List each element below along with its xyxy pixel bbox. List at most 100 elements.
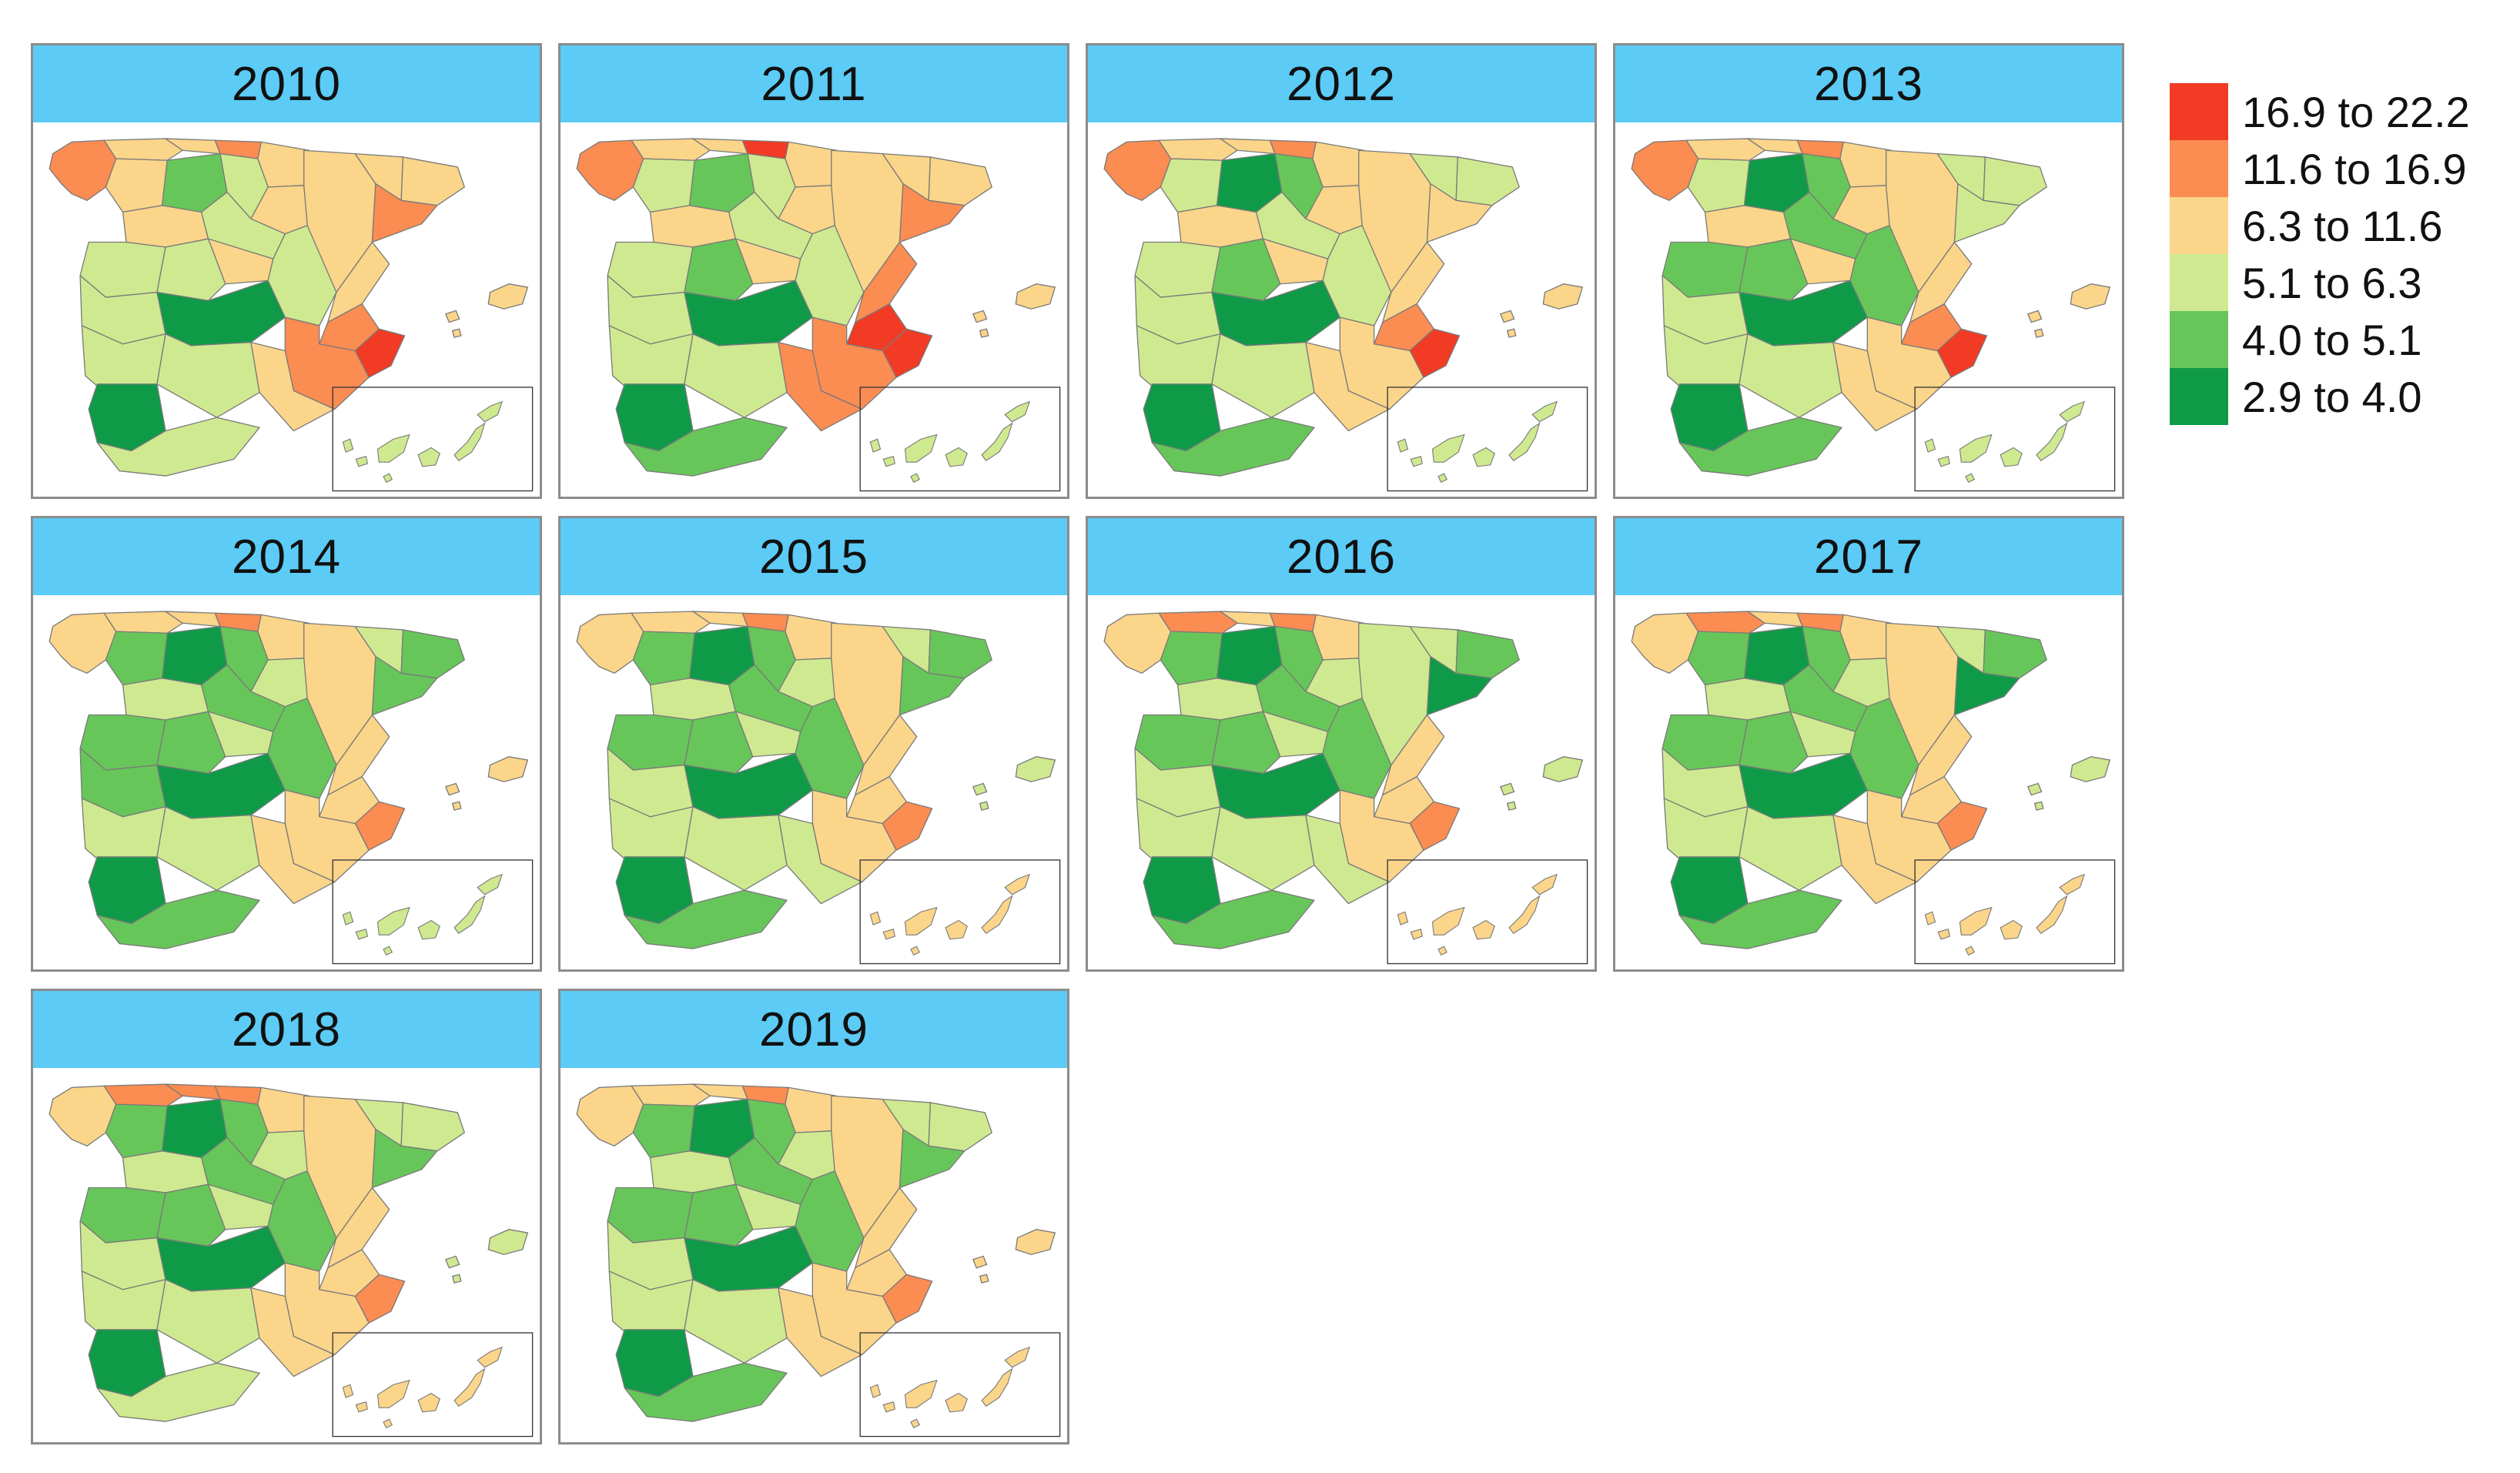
panel-strip: 2016	[1088, 518, 1595, 595]
panel-year-label: 2015	[759, 530, 868, 584]
province-galicia	[576, 139, 644, 201]
canary-islands-inset-frame	[859, 859, 1061, 965]
map-panel-2016: 2016	[1086, 516, 1597, 972]
panel-strip: 2013	[1615, 45, 2122, 122]
province-andalusia_e	[778, 814, 863, 905]
province-andalusia_c	[1739, 806, 1842, 891]
province-lamancha_w	[1739, 238, 1809, 302]
province-catalonia_coast	[899, 182, 965, 243]
province-canaries-west	[417, 447, 440, 467]
province-galicia	[1103, 612, 1172, 674]
province-canaries-east	[2059, 873, 2086, 896]
province-canaries-west	[376, 906, 410, 936]
province-galicia	[1103, 139, 1172, 201]
province-andalusia_c	[1739, 333, 1842, 418]
province-canaries-west	[383, 946, 393, 956]
province-canaries-west	[882, 1401, 895, 1413]
province-andalusia_e	[1305, 341, 1391, 432]
province-cadiz	[1678, 417, 1842, 477]
province-baleares	[451, 328, 462, 338]
choropleth-map	[1088, 595, 1595, 969]
province-andalusia_c	[1211, 333, 1315, 418]
province-canaries-west	[383, 473, 393, 484]
province-canaries-east	[477, 873, 504, 896]
province-baleares	[979, 328, 989, 338]
province-baleares	[1015, 283, 1056, 310]
legend-label: 4.0 to 5.1	[2242, 315, 2422, 364]
province-galicia	[1631, 139, 1699, 201]
panel-year-label: 2016	[1287, 530, 1396, 584]
province-canaries-west	[945, 447, 968, 467]
province-catalonia_coast	[1426, 182, 1493, 243]
province-catalonia_e	[928, 629, 992, 679]
province-baleares	[972, 1255, 988, 1269]
province-baleares	[1506, 801, 1517, 811]
province-baleares	[444, 1255, 460, 1269]
spain-map-svg	[1103, 138, 1588, 492]
panel-strip: 2014	[33, 518, 540, 595]
province-leon_w	[1687, 631, 1750, 686]
province-cadiz	[96, 417, 260, 477]
province-cadiz	[1678, 889, 1842, 949]
province-lamancha_w	[684, 238, 754, 302]
province-cadiz	[624, 889, 788, 949]
province-canaries-west	[2000, 919, 2023, 940]
province-asturias	[631, 611, 711, 634]
province-catalonia_e	[400, 156, 465, 206]
province-baleares	[444, 310, 460, 323]
province-lamancha_w	[1211, 711, 1281, 775]
panel-year-label: 2012	[1287, 57, 1396, 111]
province-canaries-west	[383, 1418, 393, 1429]
panel-year-label: 2019	[759, 1003, 868, 1056]
province-galicia	[576, 1085, 644, 1147]
province-baleares	[2033, 801, 2044, 811]
province-baleares	[1506, 328, 1517, 338]
choropleth-map	[1615, 122, 2122, 497]
province-canaries-east	[2059, 400, 2086, 423]
province-valencia_n	[1382, 241, 1445, 323]
province-canaries-west	[1937, 455, 1950, 467]
province-valencia_n	[1909, 714, 1973, 796]
canary-islands-inset-frame	[332, 1332, 534, 1438]
map-panel-2010: 2010	[31, 43, 542, 499]
province-canaries-west	[1397, 911, 1409, 926]
province-baleares	[487, 1229, 529, 1255]
province-galicia	[49, 139, 117, 201]
province-catalonia_e	[400, 1102, 465, 1152]
legend-item: 2.9 to 4.0	[2170, 368, 2470, 425]
province-catalonia_coast	[371, 1128, 438, 1189]
province-canaries-east	[1004, 873, 1031, 896]
province-canaries-east	[1531, 873, 1558, 896]
province-baleares	[1015, 1229, 1056, 1255]
legend-item: 11.6 to 16.9	[2170, 140, 2470, 197]
province-lamancha_w	[684, 1183, 754, 1247]
province-lamancha_w	[684, 711, 754, 775]
province-baleares	[1015, 756, 1056, 782]
province-leon_w	[105, 158, 168, 213]
province-cadiz	[624, 417, 788, 477]
province-canaries-west	[1924, 438, 1936, 453]
province-andalusia_c	[156, 1279, 260, 1364]
legend-label: 6.3 to 11.6	[2242, 201, 2443, 250]
legend-label: 11.6 to 16.9	[2242, 144, 2467, 193]
province-andalusia_c	[684, 806, 788, 891]
spain-map-svg	[576, 611, 1061, 965]
province-asturias	[1158, 611, 1238, 634]
province-leon_w	[632, 158, 695, 213]
legend-label: 5.1 to 6.3	[2242, 258, 2422, 307]
province-catalonia_e	[1455, 629, 1520, 679]
province-canaries-west	[2000, 447, 2023, 467]
province-leon_w	[105, 1103, 168, 1159]
choropleth-map	[33, 595, 540, 969]
spain-map-svg	[576, 1083, 1061, 1438]
map-panel-2011: 2011	[558, 43, 1069, 499]
province-asturias	[1685, 138, 1765, 161]
province-canaries-west	[1437, 946, 1447, 956]
province-catalonia_coast	[1953, 182, 2020, 243]
legend-label: 16.9 to 22.2	[2242, 87, 2470, 136]
province-canaries-west	[376, 1379, 410, 1408]
legend-item: 4.0 to 5.1	[2170, 311, 2470, 368]
province-canaries-west	[869, 1384, 882, 1398]
province-canaries-west	[1410, 928, 1423, 940]
panel-strip: 2012	[1088, 45, 1595, 122]
